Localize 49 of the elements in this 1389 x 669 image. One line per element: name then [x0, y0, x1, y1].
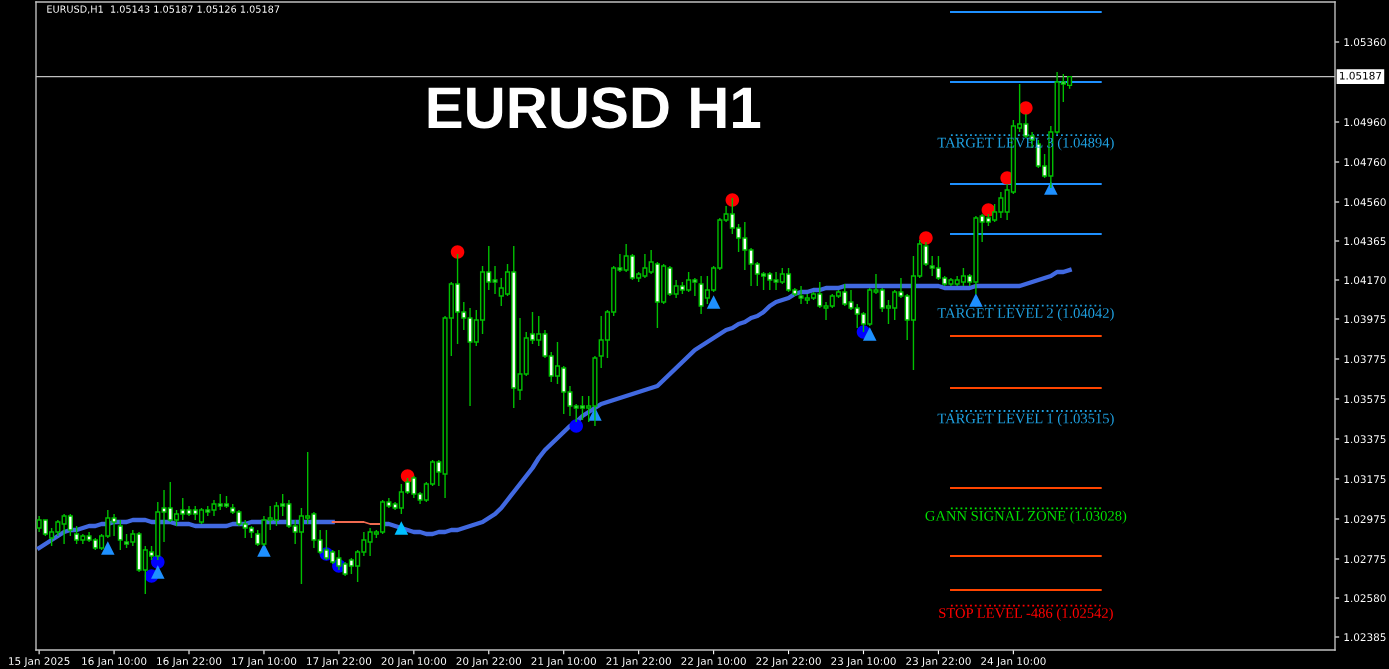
- x-tick-label: 20 Jan 10:00: [381, 657, 447, 667]
- y-tick-label: 1.03975: [1344, 315, 1386, 324]
- point: [151, 565, 165, 579]
- x-tick-label: 17 Jan 10:00: [232, 657, 297, 667]
- y-tick-label: 1.05360: [1344, 38, 1386, 47]
- series-label: GANN SIGNAL ZONE (1.03028): [925, 510, 1127, 524]
- y-tick-label: 1.04560: [1344, 198, 1386, 207]
- y-tick-label: 1.03575: [1344, 395, 1386, 404]
- point: [257, 543, 271, 557]
- x-tick-label: 16 Jan 10:00: [82, 657, 147, 667]
- y-tick-label: 1.04170: [1344, 276, 1386, 285]
- y-tick-label: 1.04365: [1344, 237, 1386, 246]
- x-tick-label: 23 Jan 10:00: [831, 657, 896, 667]
- x-tick-label: 20 Jan 22:00: [456, 657, 522, 667]
- y-tick-label: 1.03775: [1344, 355, 1386, 364]
- series-label: TARGET LEVEL 1 (1.03515): [937, 413, 1114, 427]
- x-tick-label: 17 Jan 22:00: [307, 657, 372, 667]
- x-tick-label: 23 Jan 22:00: [906, 657, 971, 667]
- point: [969, 293, 983, 307]
- x-tick-label: 24 Jan 10:00: [981, 657, 1046, 667]
- series-label: STOP LEVEL -486 (1.02542): [939, 607, 1113, 621]
- point: [706, 295, 721, 309]
- y-tick-label: 1.03175: [1344, 475, 1386, 484]
- point: [862, 327, 877, 341]
- series-label: TARGET LEVEL 2 (1.04042): [937, 307, 1114, 321]
- point: [919, 231, 933, 245]
- candlestick: [117, 519, 123, 551]
- y-tick-label: 1.04760: [1344, 158, 1386, 167]
- point: [1019, 101, 1033, 115]
- x-tick-label: 15 Jan 2025: [9, 657, 70, 667]
- point: [569, 419, 583, 433]
- x-tick-label: 21 Jan 10:00: [531, 657, 596, 667]
- x-tick-label: 22 Jan 10:00: [681, 657, 746, 667]
- y-tick-label: 1.02775: [1344, 555, 1386, 564]
- y-tick-label: 1.02975: [1344, 515, 1386, 524]
- y-tick-label: 1.04960: [1344, 118, 1386, 127]
- x-tick-label: 21 Jan 22:00: [606, 657, 671, 667]
- point: [450, 245, 465, 259]
- x-tick-label: 22 Jan 22:00: [756, 657, 821, 667]
- point: [394, 521, 409, 535]
- chart-subtitle: EURUSD,H1 1.05143 1.05187 1.05126 1.05187: [47, 5, 280, 14]
- y-tick-label: 1.02580: [1344, 594, 1386, 603]
- ref-line-label: 1.05187: [1340, 71, 1382, 80]
- y-tick-label: 1.03375: [1344, 435, 1386, 444]
- point: [725, 193, 740, 207]
- point: [101, 541, 115, 555]
- x-tick-label: 16 Jan 22:00: [157, 657, 222, 667]
- y-tick-label: 1.02385: [1344, 633, 1386, 642]
- text: EURUSD H1: [428, 87, 761, 129]
